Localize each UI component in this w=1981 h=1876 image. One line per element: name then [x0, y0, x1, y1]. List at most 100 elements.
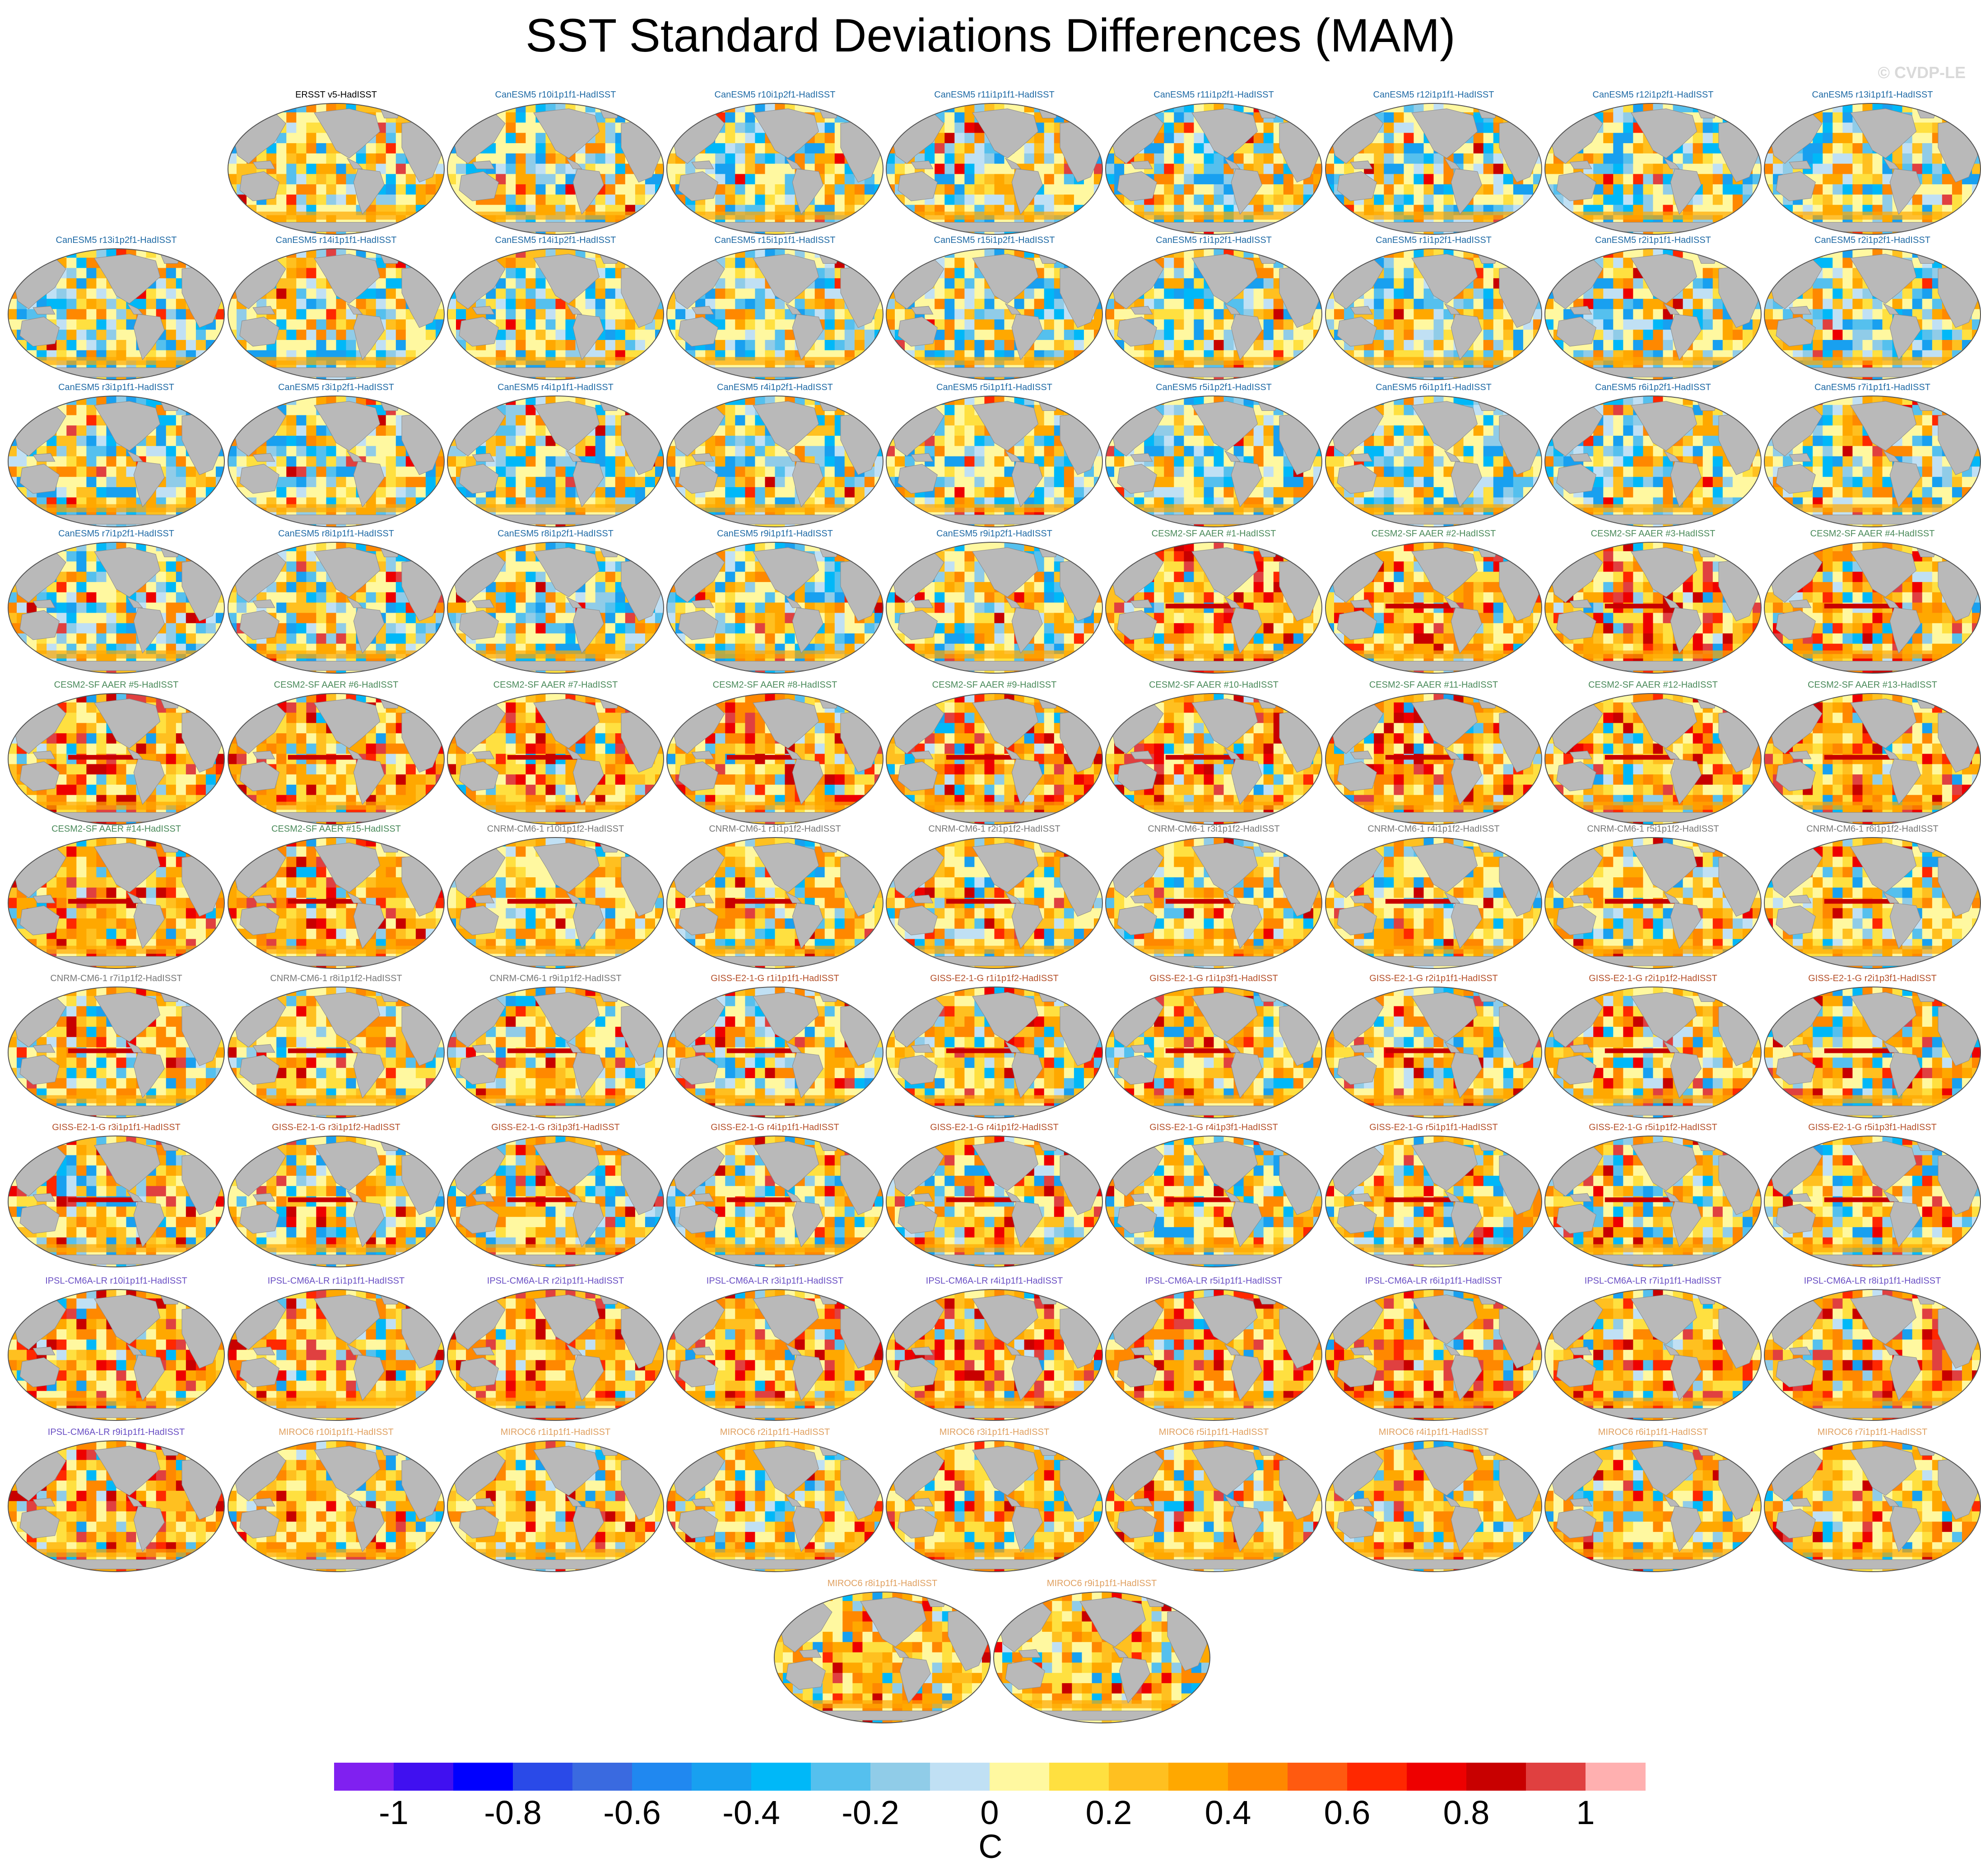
map-plot	[1764, 837, 1981, 969]
map-panel: MIROC6 r6i1p1f1-HadISST	[1544, 1427, 1762, 1575]
map-panel: GISS-E2-1-G r3i1p1f1-HadISST	[7, 1122, 226, 1270]
map-panel-title: CanESM5 r6i1p2f1-HadISST	[1544, 382, 1762, 393]
map-panel-title: CanESM5 r7i1p2f1-HadISST	[7, 528, 226, 539]
map-plot	[228, 396, 445, 527]
map-panel-title: CNRM-CM6-1 r9i1p1f2-HadISST	[446, 973, 665, 984]
map-panel-title: MIROC6 r1i1p1f1-HadISST	[446, 1427, 665, 1438]
map-plot	[1544, 248, 1762, 380]
map-panel: CanESM5 r1i1p2f1-HadISST	[1324, 235, 1543, 383]
map-panel: CanESM5 r1i1p2f1-HadISST	[1104, 235, 1323, 383]
map-plot	[666, 837, 884, 969]
map-panel: IPSL-CM6A-LR r8i1p1f1-HadISST	[1763, 1275, 1981, 1424]
map-panel: CESM2-SF AAER #9-HadISST	[885, 680, 1104, 828]
map-panel-title: CanESM5 r5i1p1f1-HadISST	[885, 382, 1104, 393]
colorbar-swatch	[692, 1763, 752, 1791]
map-panel-title: IPSL-CM6A-LR r3i1p1f1-HadISST	[665, 1275, 884, 1286]
map-panel: CanESM5 r3i1p2f1-HadISST	[227, 382, 446, 530]
map-plot	[666, 248, 884, 380]
map-plot	[447, 1136, 664, 1267]
map-plot	[1544, 542, 1762, 674]
map-panel-title: IPSL-CM6A-LR r8i1p1f1-HadISST	[1763, 1275, 1981, 1286]
colorbar-tick-label: -1	[379, 1795, 409, 1831]
map-plot	[1544, 1440, 1762, 1572]
map-panel: GISS-E2-1-G r4i1p1f2-HadISST	[885, 1122, 1104, 1270]
map-plot	[447, 542, 664, 674]
map-panel: CanESM5 r3i1p1f1-HadISST	[7, 382, 226, 530]
map-plot	[993, 1592, 1210, 1723]
map-panel-title: GISS-E2-1-G r2i1p3f1-HadISST	[1763, 973, 1981, 984]
map-panel-title: CESM2-SF AAER #7-HadISST	[446, 680, 665, 690]
map-panel-title: CanESM5 r3i1p2f1-HadISST	[227, 382, 446, 393]
map-panel-title: CESM2-SF AAER #6-HadISST	[227, 680, 446, 690]
map-plot	[886, 396, 1103, 527]
map-panel-title: GISS-E2-1-G r4i1p3f1-HadISST	[1104, 1122, 1323, 1133]
map-plot	[1764, 1289, 1981, 1421]
map-panel: CanESM5 r10i1p2f1-HadISST	[665, 89, 884, 237]
map-panel-title: CESM2-SF AAER #8-HadISST	[665, 680, 884, 690]
colorbar-units-label: C	[0, 1828, 1981, 1866]
map-panel-title: CESM2-SF AAER #4-HadISST	[1763, 528, 1981, 539]
map-panel-title: GISS-E2-1-G r5i1p1f1-HadISST	[1324, 1122, 1543, 1133]
map-panel-title: MIROC6 r9i1p1f1-HadISST	[992, 1578, 1211, 1589]
map-panel-title: CanESM5 r9i1p2f1-HadISST	[885, 528, 1104, 539]
map-plot	[8, 1440, 225, 1572]
map-plot	[228, 1289, 445, 1421]
map-plot	[1764, 542, 1981, 674]
map-plot	[228, 837, 445, 969]
map-panel: MIROC6 r7i1p1f1-HadISST	[1763, 1427, 1981, 1575]
colorbar-tick-label: 0.8	[1443, 1795, 1490, 1831]
map-panel: CanESM5 r7i1p1f1-HadISST	[1763, 382, 1981, 530]
map-panel-title: GISS-E2-1-G r4i1p1f2-HadISST	[885, 1122, 1104, 1133]
map-panel-title: GISS-E2-1-G r5i1p1f2-HadISST	[1544, 1122, 1762, 1133]
map-plot	[886, 248, 1103, 380]
map-panel: CanESM5 r11i1p2f1-HadISST	[1104, 89, 1323, 237]
map-panel-title: CNRM-CM6-1 r2i1p1f2-HadISST	[885, 824, 1104, 834]
map-panel-title: CanESM5 r14i1p2f1-HadISST	[446, 235, 665, 246]
map-plot	[1325, 837, 1542, 969]
map-plot	[1105, 1289, 1322, 1421]
map-panel: CESM2-SF AAER #11-HadISST	[1324, 680, 1543, 828]
map-panel-title: CESM2-SF AAER #5-HadISST	[7, 680, 226, 690]
map-panel: MIROC6 r10i1p1f1-HadISST	[227, 1427, 446, 1575]
map-panel: CESM2-SF AAER #7-HadISST	[446, 680, 665, 828]
map-panel: GISS-E2-1-G r4i1p3f1-HadISST	[1104, 1122, 1323, 1270]
map-plot	[8, 693, 225, 825]
map-panel-title: CESM2-SF AAER #14-HadISST	[7, 824, 226, 834]
map-panel: ERSST v5-HadISST	[227, 89, 446, 237]
map-plot	[1105, 1136, 1322, 1267]
map-panel-title: GISS-E2-1-G r1i1p3f1-HadISST	[1104, 973, 1323, 984]
map-panel: CanESM5 r8i1p1f1-HadISST	[227, 528, 446, 676]
map-plot	[447, 248, 664, 380]
map-plot	[228, 542, 445, 674]
map-panel-title: CanESM5 r7i1p1f1-HadISST	[1763, 382, 1981, 393]
map-plot	[1105, 693, 1322, 825]
map-panel: GISS-E2-1-G r4i1p1f1-HadISST	[665, 1122, 884, 1270]
colorbar-tick-label: 0	[980, 1795, 999, 1831]
map-panel-title: ERSST v5-HadISST	[227, 89, 446, 100]
map-panel: CESM2-SF AAER #13-HadISST	[1763, 680, 1981, 828]
cvdp-le-watermark: © CVDP-LE	[1878, 63, 1966, 82]
map-panel: IPSL-CM6A-LR r5i1p1f1-HadISST	[1104, 1275, 1323, 1424]
map-panel-title: CESM2-SF AAER #2-HadISST	[1324, 528, 1543, 539]
colorbar-swatch	[1288, 1763, 1348, 1791]
map-panel: CanESM5 r15i1p2f1-HadISST	[885, 235, 1104, 383]
map-panel-title: CESM2-SF AAER #11-HadISST	[1324, 680, 1543, 690]
map-panel-title: MIROC6 r4i1p1f1-HadISST	[1324, 1427, 1543, 1438]
colorbar-swatch	[751, 1763, 811, 1791]
map-panel: MIROC6 r8i1p1f1-HadISST	[773, 1578, 992, 1726]
map-plot	[1764, 1440, 1981, 1572]
map-panel-title: GISS-E2-1-G r5i1p3f1-HadISST	[1763, 1122, 1981, 1133]
map-plot	[1105, 542, 1322, 674]
map-plot	[1764, 103, 1981, 235]
map-panel-title: CESM2-SF AAER #10-HadISST	[1104, 680, 1323, 690]
map-panel: CESM2-SF AAER #1-HadISST	[1104, 528, 1323, 676]
map-panel: IPSL-CM6A-LR r6i1p1f1-HadISST	[1324, 1275, 1543, 1424]
map-panel: CanESM5 r4i1p1f1-HadISST	[446, 382, 665, 530]
map-plot	[1325, 542, 1542, 674]
map-panel-title: CanESM5 r9i1p1f1-HadISST	[665, 528, 884, 539]
map-plot	[666, 1136, 884, 1267]
map-plot	[447, 396, 664, 527]
map-panel: CanESM5 r15i1p1f1-HadISST	[665, 235, 884, 383]
map-panel: GISS-E2-1-G r2i1p1f1-HadISST	[1324, 973, 1543, 1121]
map-plot	[886, 987, 1103, 1118]
